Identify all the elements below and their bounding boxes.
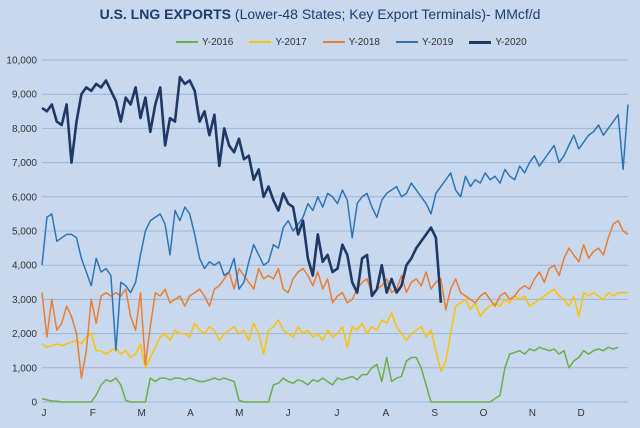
series-line-y-2017 [41,288,628,372]
title-subtitle: (Lower-48 States; Key Export Terminals)-… [234,6,541,22]
legend-label: Y-2020 [495,36,527,48]
x-tick-label-11: D [578,408,585,419]
y-tick-label-0: 0 [31,398,37,409]
x-tick-label-9: O [480,408,488,419]
x-tick-label-4: M [235,408,243,419]
legend-item-y-2017: Y-2017 [249,35,307,49]
y-tick-label-4: 4,000 [12,261,37,272]
legend-item-y-2019: Y-2019 [395,35,454,49]
title-main: U.S. LNG EXPORTS [99,6,232,22]
y-tick-label-1: 1,000 [12,363,37,374]
series-line-y-2020 [41,75,443,303]
x-tick-label-6: J [335,408,340,419]
y-tick-label-8: 8,000 [12,124,37,135]
x-tick-label-8: S [431,408,438,419]
x-tick-label-1: F [90,408,96,419]
chart-title: U.S. LNG EXPORTS (Lower-48 States; Key E… [0,6,640,22]
x-tick-label-7: A [382,408,389,419]
series-line-y-2018 [41,219,629,379]
legend-swatch [176,41,198,43]
y-tick-label-3: 3,000 [12,295,37,306]
legend-label: Y-2016 [202,36,234,48]
legend-swatch [469,40,492,44]
x-tick-label-3: A [187,408,194,419]
y-tick-label-6: 6,000 [12,192,37,203]
legend-label: Y-2019 [421,36,454,48]
x-tick-label-2: M [137,408,145,419]
y-tick-label-9: 9,000 [12,90,37,101]
y-tick-label-2: 2,000 [12,329,37,340]
series-line-y-2019 [41,104,629,352]
legend-swatch [395,41,418,43]
legend-label: Y-2017 [275,36,307,48]
x-tick-label-10: N [529,408,536,419]
legend-swatch [249,41,272,43]
y-tick-label-7: 7,000 [12,158,37,169]
y-tick-label-10: 10,000 [6,56,37,67]
legend-item-y-2018: Y-2018 [322,35,380,49]
y-tick-label-5: 5,000 [12,227,37,238]
chart-legend: Y-2016 Y-2017 Y-2018 Y-2019 Y-2020 [176,35,527,49]
x-tick-label-5: J [286,408,291,419]
legend-item-y-2016: Y-2016 [176,35,233,49]
x-tick-label-0: J [42,408,47,419]
legend-item-y-2020: Y-2020 [469,35,527,49]
series-line-y-2016 [41,346,619,403]
legend-label: Y-2018 [348,36,380,48]
legend-swatch [322,41,345,43]
